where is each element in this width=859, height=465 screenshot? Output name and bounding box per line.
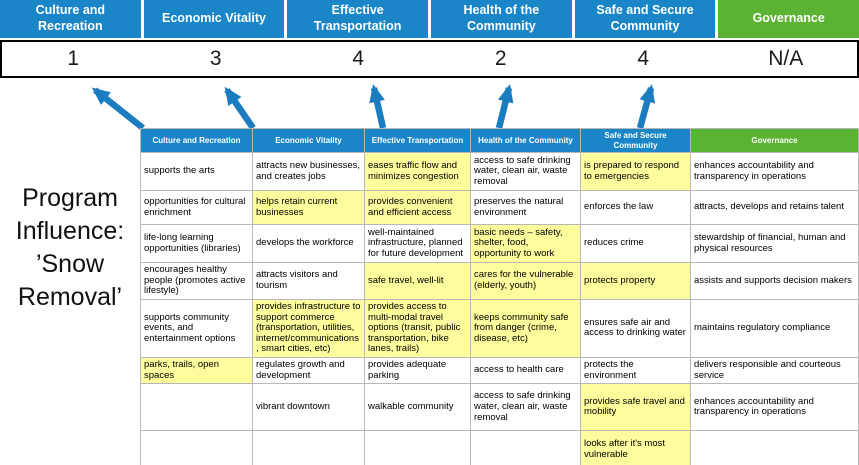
matrix-cell-r5-c1: regulates growth and development xyxy=(252,356,365,385)
matrix-header-0: Culture and Recreation xyxy=(140,128,253,153)
matrix-cell-r1-c0: opportunities for cultural enrichment xyxy=(140,190,253,225)
score-value-2: 4 xyxy=(352,47,365,70)
matrix-cell-r2-c2: well-maintained infrastructure, planned … xyxy=(364,224,471,263)
matrix-cell-r0-c0: supports the arts xyxy=(140,152,253,191)
matrix-cell-r0-c1: attracts new businesses, and creates job… xyxy=(252,152,365,191)
score-value-1: 3 xyxy=(209,47,222,70)
score-header-4: Safe and Secure Community xyxy=(574,0,716,38)
matrix-cell-r0-c2: eases traffic flow and minimizes congest… xyxy=(364,152,471,191)
matrix-cell-r6-c5: enhances accountability and transparency… xyxy=(690,383,859,432)
matrix-cell-r3-c0: encourages healthy people (promotes acti… xyxy=(140,262,253,300)
matrix-cell-r5-c3: access to health care xyxy=(470,356,581,385)
table-row: parks, trails, open spaces regulates grow… xyxy=(140,356,859,385)
matrix-cell-r4-c0: supports community events, and entertain… xyxy=(140,298,253,359)
matrix-cell-r2-c4: reduces crime xyxy=(580,224,691,263)
matrix-header-2: Effective Transportation xyxy=(364,128,471,153)
score-header-1: Economic Vitality xyxy=(143,0,285,38)
up-arrow-icon xyxy=(91,87,146,130)
influence-matrix: Culture and Recreation Economic Vitality E… xyxy=(140,128,859,465)
matrix-cell-r2-c0: life-long learning opportunities (librar… xyxy=(140,224,253,263)
matrix-cell-r1-c5: attracts, develops and retains talent xyxy=(690,190,859,225)
matrix-cell-r7-c4: looks after it's most vulnerable xyxy=(580,430,691,465)
matrix-header-5: Governance xyxy=(690,128,859,153)
matrix-cell-r7-c0 xyxy=(140,430,253,465)
matrix-cell-r6-c3: access to safe drinking water, clean air… xyxy=(470,383,581,432)
matrix-cell-r1-c3: preserves the natural environment xyxy=(470,190,581,225)
matrix-cell-r5-c2: provides adequate parking xyxy=(364,356,471,385)
score-values-row: 1 3 4 2 4 N/A xyxy=(0,40,859,78)
up-arrow-icon xyxy=(636,84,656,129)
score-value-4: 4 xyxy=(637,47,650,70)
matrix-cell-r7-c1 xyxy=(252,430,365,465)
score-value-0: 1 xyxy=(67,47,80,70)
matrix-cell-r4-c5: maintains regulatory compliance xyxy=(690,298,859,359)
matrix-header-1: Economic Vitality xyxy=(252,128,365,153)
matrix-cell-r0-c3: access to safe drinking water, clean air… xyxy=(470,152,581,191)
matrix-header-4: Safe and Secure Community xyxy=(580,128,691,153)
matrix-cell-r4-c4: ensures safe air and access to drinking … xyxy=(580,298,691,359)
matrix-cell-r4-c2: provides access to multi-modal travel op… xyxy=(364,298,471,359)
matrix-cell-r2-c3: basic needs – safety, shelter, food, opp… xyxy=(470,224,581,263)
arrows-group xyxy=(91,84,656,130)
matrix-header-3: Health of the Community xyxy=(470,128,581,153)
matrix-cell-r6-c4: provides safe travel and mobility xyxy=(580,383,691,432)
matrix-cell-r0-c5: enhances accountability and transparency… xyxy=(690,152,859,191)
matrix-cell-r7-c5 xyxy=(690,430,859,465)
matrix-cell-r1-c2: provides convenient and efficient access xyxy=(364,190,471,225)
matrix-cell-r3-c4: protects property xyxy=(580,262,691,300)
up-arrow-icon xyxy=(495,84,514,129)
matrix-cell-r7-c2 xyxy=(364,430,471,465)
score-header-row: Culture and Recreation Economic Vitality E… xyxy=(0,0,859,38)
score-value-5: N/A xyxy=(768,47,804,70)
matrix-cell-r5-c0: parks, trails, open spaces xyxy=(140,356,253,385)
matrix-cell-r3-c2: safe travel, well-lit xyxy=(364,262,471,300)
score-header-0: Culture and Recreation xyxy=(0,0,141,38)
table-row: life-long learning opportunities (librar… xyxy=(140,224,859,263)
matrix-cell-r3-c5: assists and supports decision makers xyxy=(690,262,859,300)
table-row: opportunities for cultural enrichment hel… xyxy=(140,190,859,225)
matrix-cell-r1-c1: helps retain current businesses xyxy=(252,190,365,225)
table-row: encourages healthy people (promotes acti… xyxy=(140,262,859,300)
table-row: supports community events, and entertain… xyxy=(140,298,859,359)
matrix-cell-r5-c4: protects the environment xyxy=(580,356,691,385)
matrix-cell-r1-c4: enforces the law xyxy=(580,190,691,225)
table-row: vibrant downtown walkable community access… xyxy=(140,383,859,432)
matrix-cell-r0-c4: is prepared to respond to emergencies xyxy=(580,152,691,191)
matrix-cell-r4-c1: provides infrastructure to support comme… xyxy=(252,298,365,359)
up-arrow-icon xyxy=(224,86,256,130)
matrix-header-row: Culture and Recreation Economic Vitality E… xyxy=(140,128,859,153)
score-header-5: Governance xyxy=(718,0,859,38)
page-title: Program Influence: ’Snow Removal’ xyxy=(15,184,125,311)
matrix-cell-r4-c3: keeps community safe from danger (crime,… xyxy=(470,298,581,359)
table-row: supports the arts attracts new businesses… xyxy=(140,152,859,191)
score-value-3: 2 xyxy=(494,47,507,70)
matrix-cell-r2-c1: develops the workforce xyxy=(252,224,365,263)
matrix-cell-r7-c3 xyxy=(470,430,581,465)
score-header-2: Effective Transportation xyxy=(287,0,429,38)
matrix-cell-r6-c1: vibrant downtown xyxy=(252,383,365,432)
matrix-cell-r3-c1: attracts visitors and tourism xyxy=(252,262,365,300)
score-header-3: Health of the Community xyxy=(431,0,572,38)
table-row: looks after it's most vulnerable xyxy=(140,430,859,465)
matrix-cell-r6-c0 xyxy=(140,383,253,432)
matrix-cell-r2-c5: stewardship of financial, human and phys… xyxy=(690,224,859,263)
matrix-cell-r5-c5: delivers responsible and courteous servi… xyxy=(690,356,859,385)
matrix-cell-r6-c2: walkable community xyxy=(364,383,471,432)
up-arrow-icon xyxy=(369,84,387,129)
matrix-cell-r3-c3: cares for the vulnerable (elderly, youth… xyxy=(470,262,581,300)
